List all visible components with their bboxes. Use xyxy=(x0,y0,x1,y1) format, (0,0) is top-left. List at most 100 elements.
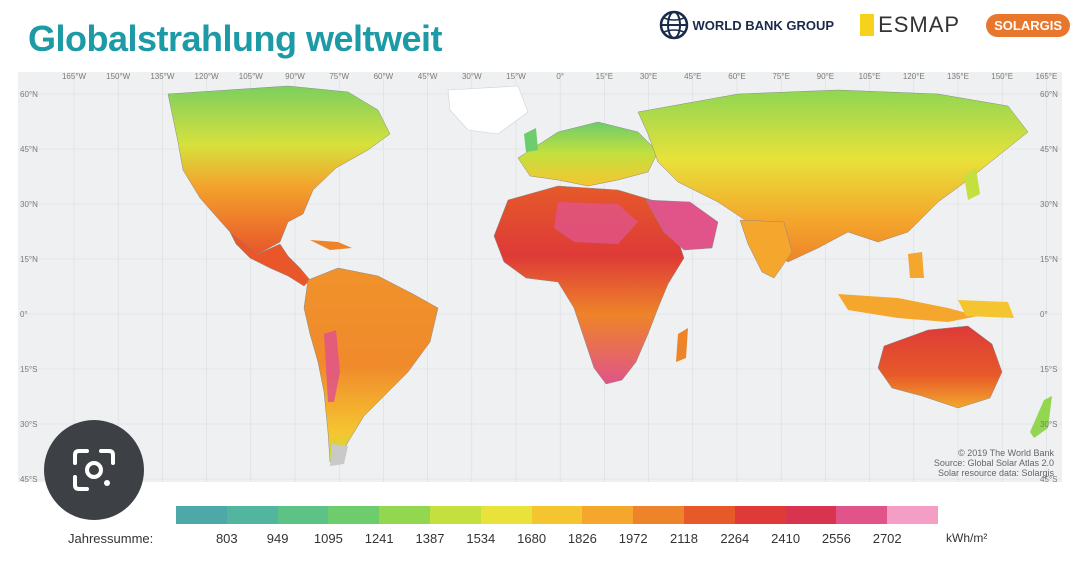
legend-tick-label: 1241 xyxy=(364,531,394,546)
longitude-label: 75°W xyxy=(329,72,350,81)
longitude-label: 120°E xyxy=(902,72,925,81)
longitude-label: 15°E xyxy=(595,72,614,81)
legend-tick-label: 2556 xyxy=(821,531,851,546)
world-bank-logo: WORLD BANK GROUP xyxy=(659,10,835,40)
latitude-label: 0° xyxy=(20,310,28,319)
legend-color-step xyxy=(836,506,888,524)
google-lens-icon xyxy=(73,449,115,491)
latitude-label: 45°S xyxy=(20,475,38,484)
legend-color-step xyxy=(683,506,735,524)
andes-shape xyxy=(324,330,340,402)
madagascar-shape xyxy=(676,328,688,362)
esmap-mark-icon xyxy=(860,14,875,36)
world-map-drawing xyxy=(18,72,1062,482)
world-bank-text: WORLD BANK GROUP xyxy=(692,17,835,33)
legend-tick-label: 1972 xyxy=(618,531,648,546)
latitude-label: 30°N xyxy=(1040,200,1058,209)
india-shape xyxy=(739,219,793,279)
latitude-label: 60°N xyxy=(20,90,38,99)
longitude-label: 60°E xyxy=(728,72,746,81)
latitude-label: 30°S xyxy=(20,420,38,429)
legend-color-step xyxy=(379,506,430,524)
latitude-label: 30°N xyxy=(20,200,38,209)
legend-tick-label: 2410 xyxy=(771,531,801,546)
sahara-core-shape xyxy=(554,202,638,244)
legend-tick-label: 803 xyxy=(215,531,238,546)
latitude-label: 15°S xyxy=(20,365,38,374)
longitude-label: 30°E xyxy=(639,72,658,81)
longitude-label: 90°E xyxy=(816,72,835,81)
latitude-label: 0° xyxy=(1040,310,1048,319)
globe-icon xyxy=(659,10,688,40)
google-lens-button[interactable] xyxy=(44,420,144,520)
greenland-shape xyxy=(447,85,529,135)
longitude-label: 30°W xyxy=(461,72,482,81)
legend-tick-label: 2702 xyxy=(872,531,902,546)
longitude-label: 120°W xyxy=(194,72,219,81)
legend-color-step xyxy=(429,506,481,524)
asia-shape xyxy=(637,89,1029,263)
longitude-label: 0° xyxy=(556,72,565,81)
legend-tick-labels: 803 949 1095 1241 1387 1534 1680 1826 1972 2118 22… xyxy=(176,531,938,547)
legend-color-step xyxy=(633,506,684,524)
credit-line-1: © 2019 The World Bank xyxy=(958,448,1054,458)
legend-tick-label: 949 xyxy=(266,531,289,546)
longitude-label: 165°W xyxy=(61,72,87,81)
longitude-label: 15°W xyxy=(506,72,526,81)
longitude-label: 60°W xyxy=(373,72,394,81)
japan-shape xyxy=(964,168,980,200)
legend-tick-label: 1680 xyxy=(517,531,547,546)
longitude-label: 90°W xyxy=(285,72,305,81)
credit-line-3: Solar resource data: Solargis xyxy=(937,468,1054,478)
longitude-label: 45°W xyxy=(417,72,438,81)
logo-bar: WORLD BANK GROUP ESMAP SOLARGIS xyxy=(659,10,1070,40)
latitude-label: 30°S xyxy=(1040,420,1058,429)
latitude-label: 45°N xyxy=(1040,145,1058,154)
latitude-label: 45°S xyxy=(1040,475,1058,484)
legend-color-bar xyxy=(176,506,938,524)
europe-shape xyxy=(517,121,659,187)
legend-color-step xyxy=(582,506,634,524)
longitude-label: 135°E xyxy=(947,72,969,81)
legend-tick-label: 1387 xyxy=(415,531,445,546)
legend-color-step xyxy=(785,506,837,524)
esmap-logo: ESMAP xyxy=(860,12,960,38)
credit-line-2: Source: Global Solar Atlas 2.0 xyxy=(933,458,1054,468)
longitude-label: 165°E xyxy=(1035,72,1058,81)
tierra-del-fuego-shape xyxy=(330,444,348,466)
south-america-shape xyxy=(303,267,439,463)
legend-color-step xyxy=(887,506,938,524)
legend-color-step xyxy=(734,506,786,524)
latitude-label: 15°N xyxy=(20,255,38,264)
legend-unit: kWh/m² xyxy=(946,531,988,545)
arabia-shape xyxy=(645,199,719,251)
north-america-shape xyxy=(167,85,391,255)
solargis-logo: SOLARGIS xyxy=(986,13,1070,37)
esmap-text: ESMAP xyxy=(878,12,961,37)
new-guinea-shape xyxy=(958,300,1014,318)
latitude-label: 45°N xyxy=(20,145,38,154)
latitude-label: 60°N xyxy=(1040,90,1058,99)
legend-tick-label: 1095 xyxy=(313,531,343,546)
longitude-label: 75°E xyxy=(772,72,790,81)
legend-color-step xyxy=(277,506,329,524)
longitude-label: 150°E xyxy=(991,72,1014,81)
legend-tick-label: 1534 xyxy=(466,531,496,546)
latitude-label: 15°N xyxy=(1040,255,1058,264)
legend-color-step xyxy=(480,506,532,524)
legend-tick-label: 2264 xyxy=(720,531,750,546)
longitude-label: 45°E xyxy=(684,72,702,81)
longitude-label: 105°W xyxy=(238,72,263,81)
map-credit: © 2019 The World Bank Source: Global Sol… xyxy=(934,448,1054,478)
legend-tick-label: 1826 xyxy=(567,531,597,546)
longitude-labels: 165°W 150°W 135°W 120°W 105°W 90°W 75°W 60°W 45°… xyxy=(18,72,1062,82)
longitude-label: 150°W xyxy=(106,72,131,81)
uk-shape xyxy=(524,128,538,152)
indonesia-shape xyxy=(838,294,978,322)
legend-color-step xyxy=(328,506,380,524)
longitude-label: 105°E xyxy=(858,72,881,81)
latitude-label: 15°S xyxy=(1040,365,1058,374)
new-zealand-shape xyxy=(1030,396,1052,438)
longitude-label: 135°W xyxy=(150,72,175,81)
legend-color-step xyxy=(176,506,227,524)
